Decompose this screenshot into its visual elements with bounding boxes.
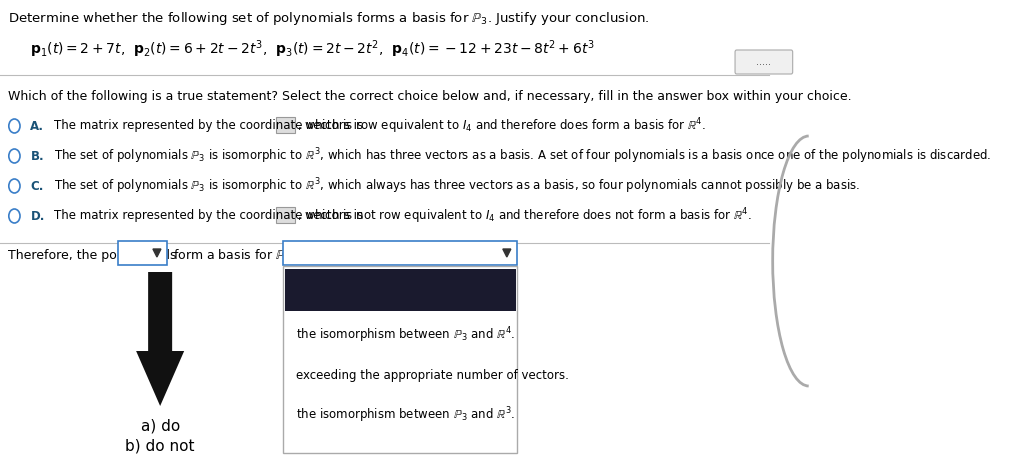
Text: Determine whether the following set of polynomials forms a basis for $\mathbb{P}: Determine whether the following set of p… — [8, 10, 649, 27]
Text: , which is not row equivalent to $I_4$ and therefore does not form a basis for $: , which is not row equivalent to $I_4$ a… — [297, 206, 752, 226]
Text: b) do not: b) do not — [125, 438, 195, 453]
Text: Therefore, the polynomials: Therefore, the polynomials — [8, 249, 177, 262]
FancyBboxPatch shape — [283, 266, 517, 453]
Text: Which of the following is a true statement? Select the correct choice below and,: Which of the following is a true stateme… — [8, 90, 851, 103]
Polygon shape — [153, 249, 161, 257]
FancyBboxPatch shape — [735, 50, 792, 74]
FancyBboxPatch shape — [283, 241, 517, 265]
FancyBboxPatch shape — [276, 117, 296, 133]
Text: , which is row equivalent to $I_4$ and therefore does form a basis for $\mathbb{: , which is row equivalent to $I_4$ and t… — [297, 116, 706, 136]
FancyBboxPatch shape — [118, 241, 168, 265]
Text: The set of polynomials $\mathbb{P}_3$ is isomorphic to $\mathbb{R}^3$, which has: The set of polynomials $\mathbb{P}_3$ is… — [55, 146, 992, 166]
Text: B.: B. — [30, 149, 44, 162]
Text: the isomorphism between $\mathbb{P}_3$ and $\mathbb{R}^4$.: the isomorphism between $\mathbb{P}_3$ a… — [297, 325, 515, 345]
Polygon shape — [136, 272, 184, 406]
Text: D.: D. — [30, 209, 45, 223]
Text: The matrix represented by the coordinate vectors is: The matrix represented by the coordinate… — [55, 209, 364, 223]
Text: C.: C. — [30, 179, 44, 193]
Text: .....: ..... — [756, 57, 771, 67]
Text: The set of polynomials $\mathbb{P}_3$ is isomorphic to $\mathbb{R}^3$, which alw: The set of polynomials $\mathbb{P}_3$ is… — [55, 176, 861, 196]
Polygon shape — [503, 249, 511, 257]
Text: form a basis for $\mathbb{P}_3$ due to: form a basis for $\mathbb{P}_3$ due to — [173, 248, 335, 264]
FancyBboxPatch shape — [276, 207, 296, 223]
Text: the isomorphism between $\mathbb{P}_3$ and $\mathbb{R}^3$.: the isomorphism between $\mathbb{P}_3$ a… — [297, 405, 515, 425]
Text: $\mathbf{p}_1(t) = 2 + 7t$,  $\mathbf{p}_2(t) = 6 + 2t - 2t^3$,  $\mathbf{p}_3(t: $\mathbf{p}_1(t) = 2 + 7t$, $\mathbf{p}_… — [30, 38, 595, 59]
FancyBboxPatch shape — [285, 269, 516, 311]
Text: exceeding the appropriate number of vectors.: exceeding the appropriate number of vect… — [297, 368, 569, 382]
Text: A.: A. — [30, 119, 45, 132]
Text: The matrix represented by the coordinate vectors is: The matrix represented by the coordinate… — [55, 119, 364, 132]
Text: a) do: a) do — [140, 418, 180, 433]
